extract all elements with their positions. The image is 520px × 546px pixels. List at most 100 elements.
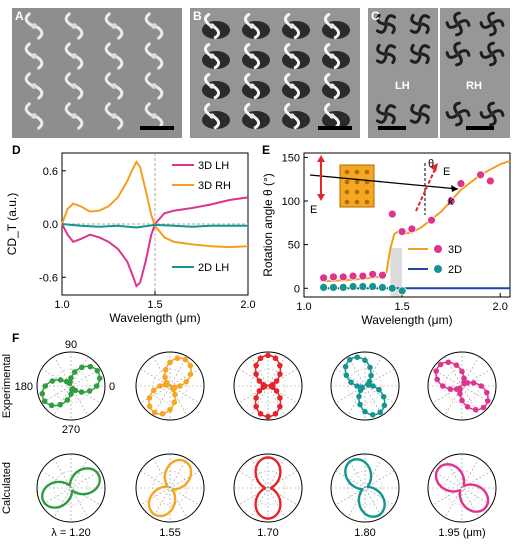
sem-center bbox=[383, 21, 389, 27]
sem-center bbox=[329, 23, 335, 29]
polar-experimental-point bbox=[445, 359, 452, 366]
sem-arm bbox=[283, 102, 292, 117]
sem-arm bbox=[492, 19, 505, 27]
polar-experimental-point bbox=[342, 363, 349, 370]
chart-d-ytick-label: 0.6 bbox=[43, 166, 58, 178]
sem-center bbox=[289, 53, 295, 59]
polar-spoke bbox=[41, 368, 101, 404]
sem-arm bbox=[420, 52, 430, 65]
sem-arm bbox=[74, 85, 84, 100]
sem-arm bbox=[252, 25, 261, 40]
polar-experimental-point bbox=[72, 387, 79, 394]
sem-center bbox=[31, 83, 37, 89]
sem-arm bbox=[203, 72, 212, 87]
sem-panel-a bbox=[12, 8, 182, 138]
sem-arm bbox=[203, 42, 212, 57]
polar-ring bbox=[53, 470, 89, 506]
sem-center bbox=[489, 21, 495, 27]
sem-center bbox=[111, 23, 117, 29]
sem-arm bbox=[144, 12, 154, 27]
chart-e-point bbox=[319, 282, 329, 292]
sem-arm bbox=[24, 102, 34, 117]
sem-arm bbox=[74, 115, 84, 130]
polar-experimental-point bbox=[146, 395, 153, 401]
polar-angle-180: 180 bbox=[15, 381, 33, 393]
sem-arm bbox=[74, 55, 84, 70]
polar-experimental-point bbox=[459, 368, 465, 375]
polar-experimental-point bbox=[377, 409, 383, 416]
sem-arm bbox=[453, 101, 461, 114]
chart-e-point bbox=[368, 282, 378, 291]
sem-arm bbox=[418, 104, 431, 114]
chart-d-legend-label: 3D LH bbox=[198, 160, 229, 172]
chart-e-point bbox=[397, 286, 407, 296]
chart-e-point bbox=[476, 170, 485, 180]
sem-arm bbox=[332, 85, 341, 100]
sem-center bbox=[289, 83, 295, 89]
sem-center bbox=[329, 53, 335, 59]
polar-spoke bbox=[238, 470, 298, 506]
polar-experimental-point bbox=[167, 406, 173, 413]
sem-arm bbox=[455, 114, 463, 127]
polar-experimental-point bbox=[457, 386, 463, 393]
polar-experimental-point bbox=[253, 403, 259, 410]
polar-calculated-curve bbox=[147, 458, 193, 518]
sem-arm bbox=[410, 43, 420, 56]
sem-arm bbox=[154, 85, 164, 100]
sem-arm bbox=[386, 22, 396, 35]
sem-center bbox=[289, 113, 295, 119]
polar-experimental-point bbox=[461, 379, 467, 386]
panel-letter-e: E bbox=[262, 143, 271, 157]
sem-center bbox=[111, 83, 117, 89]
sem-arm bbox=[376, 13, 386, 26]
polar-experimental-point bbox=[439, 383, 446, 389]
sem-center bbox=[417, 51, 423, 57]
sem-arm bbox=[458, 109, 471, 117]
sem-center bbox=[249, 53, 255, 59]
polar-experimental-point bbox=[253, 371, 259, 377]
polar-ring bbox=[152, 368, 188, 404]
polar-experimental-point bbox=[470, 380, 477, 386]
chart-e-ytick-label: 0 bbox=[294, 283, 300, 295]
polar-experimental-point bbox=[71, 369, 78, 375]
sem-arm bbox=[323, 72, 332, 87]
sem-arm bbox=[104, 12, 114, 27]
polar-experimental-point bbox=[172, 391, 178, 398]
polar-experimental-point bbox=[157, 383, 163, 389]
polar-experimental-point bbox=[480, 404, 487, 411]
chart-e-inset-dot bbox=[354, 199, 360, 205]
polar-angle-90: 90 bbox=[65, 339, 77, 351]
sem-arm bbox=[34, 25, 44, 40]
polar-experimental-point bbox=[257, 355, 264, 362]
sem-arm bbox=[489, 54, 497, 67]
row-label-calculated: Calculated bbox=[1, 462, 13, 514]
chart-d-xlabel: Wavelength (μm) bbox=[109, 311, 200, 325]
polar-ring bbox=[250, 368, 286, 404]
polar-ring bbox=[347, 368, 383, 404]
polar-angle-0: 0 bbox=[109, 381, 115, 393]
sem-arm bbox=[203, 102, 212, 117]
chart-e-ylabel: Rotation angle θ (°) bbox=[261, 173, 275, 277]
polar-experimental-point bbox=[151, 409, 158, 416]
chart-d-series-2 bbox=[61, 223, 248, 229]
polar-experimental-point bbox=[453, 362, 460, 368]
sem-arm bbox=[479, 21, 492, 29]
sem-center bbox=[289, 23, 295, 29]
chart-e-xtick-label: 2.0 bbox=[493, 301, 508, 313]
sem-center bbox=[111, 53, 117, 59]
polar-experimental-point bbox=[146, 403, 153, 410]
polar-ring bbox=[152, 470, 188, 506]
chart-d-series-0 bbox=[61, 196, 249, 288]
sem-c-scalebar-left bbox=[378, 126, 406, 130]
polar-experimental-point bbox=[187, 371, 194, 377]
polar-experimental-point bbox=[277, 362, 283, 369]
polar-experimental-point bbox=[472, 406, 479, 413]
sem-arm bbox=[144, 42, 154, 57]
chart-e-point bbox=[329, 272, 338, 282]
sem-arm bbox=[453, 11, 461, 24]
sem-arm bbox=[384, 14, 397, 24]
sem-arm bbox=[487, 11, 495, 24]
polar-experimental-point bbox=[356, 393, 362, 400]
chart-e-point bbox=[338, 272, 348, 282]
sem-center bbox=[455, 51, 461, 57]
